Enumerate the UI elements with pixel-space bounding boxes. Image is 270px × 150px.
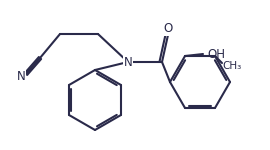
Text: N: N <box>17 69 25 82</box>
Text: N: N <box>124 56 132 69</box>
Text: OH: OH <box>207 48 225 60</box>
Text: O: O <box>163 22 173 36</box>
Text: CH₃: CH₃ <box>222 61 241 71</box>
